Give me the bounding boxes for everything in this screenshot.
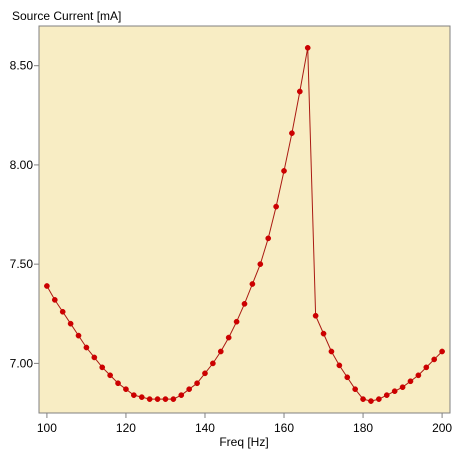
data-point — [241, 301, 248, 307]
x-axis: 100 120 140 160 180 200 — [37, 413, 452, 435]
data-point — [265, 235, 272, 242]
data-point — [217, 348, 224, 355]
data-point — [146, 396, 153, 402]
data-point — [320, 330, 327, 337]
data-point — [391, 388, 398, 395]
data-point — [75, 332, 82, 339]
data-point — [91, 354, 98, 361]
data-point — [225, 334, 232, 341]
data-point — [154, 396, 161, 402]
data-point — [233, 318, 240, 325]
data-point — [281, 168, 287, 174]
data-point — [115, 380, 121, 387]
data-point — [131, 392, 137, 398]
data-point — [186, 386, 193, 393]
plot-area — [39, 26, 450, 413]
data-point — [273, 203, 279, 210]
y-axis: 7.00 7.50 8.00 8.50 — [10, 59, 39, 370]
data-point — [423, 364, 430, 371]
x-tick-label: 200 — [432, 421, 452, 435]
data-point — [44, 283, 50, 289]
data-point — [296, 88, 303, 95]
data-point — [376, 396, 382, 402]
data-point — [249, 281, 256, 287]
data-point — [312, 312, 319, 319]
data-point — [304, 44, 311, 51]
plot-border — [38, 25, 451, 414]
data-point — [162, 396, 169, 402]
data-point — [123, 386, 129, 393]
x-tick-label: 140 — [195, 421, 215, 435]
data-point — [439, 348, 445, 355]
data-point — [83, 344, 90, 351]
data-point — [399, 384, 406, 391]
data-point — [51, 297, 58, 303]
data-point — [328, 348, 335, 355]
x-tick-label: 180 — [353, 421, 373, 435]
data-point — [170, 396, 177, 402]
data-point — [107, 372, 113, 379]
data-point — [194, 380, 200, 387]
data-point — [210, 360, 216, 367]
data-point — [67, 320, 74, 327]
data-point — [289, 130, 295, 137]
data-point — [257, 261, 264, 267]
data-point — [415, 372, 422, 379]
data-point — [138, 394, 145, 400]
data-point — [202, 370, 208, 377]
y-tick-label: 7.50 — [10, 257, 34, 271]
data-point — [383, 392, 390, 398]
data-point — [59, 308, 66, 315]
data-point — [178, 392, 185, 398]
data-point — [360, 396, 366, 402]
x-tick-label: 120 — [116, 421, 136, 435]
data-point — [99, 364, 106, 371]
data-point — [352, 386, 358, 393]
y-tick-label: 8.50 — [10, 59, 34, 73]
x-axis-title: Freq [Hz] — [219, 435, 268, 449]
data-point — [407, 378, 414, 385]
series-layer — [44, 44, 445, 404]
data-point — [368, 398, 374, 404]
x-tick-label: 160 — [274, 421, 294, 435]
y-axis-title: Source Current [mA] — [12, 9, 121, 23]
x-tick-label: 100 — [37, 421, 57, 435]
data-point — [431, 356, 438, 363]
y-tick-label: 8.00 — [10, 158, 34, 172]
y-tick-label: 7.00 — [10, 356, 34, 370]
data-point — [344, 374, 351, 381]
data-point — [336, 362, 343, 369]
